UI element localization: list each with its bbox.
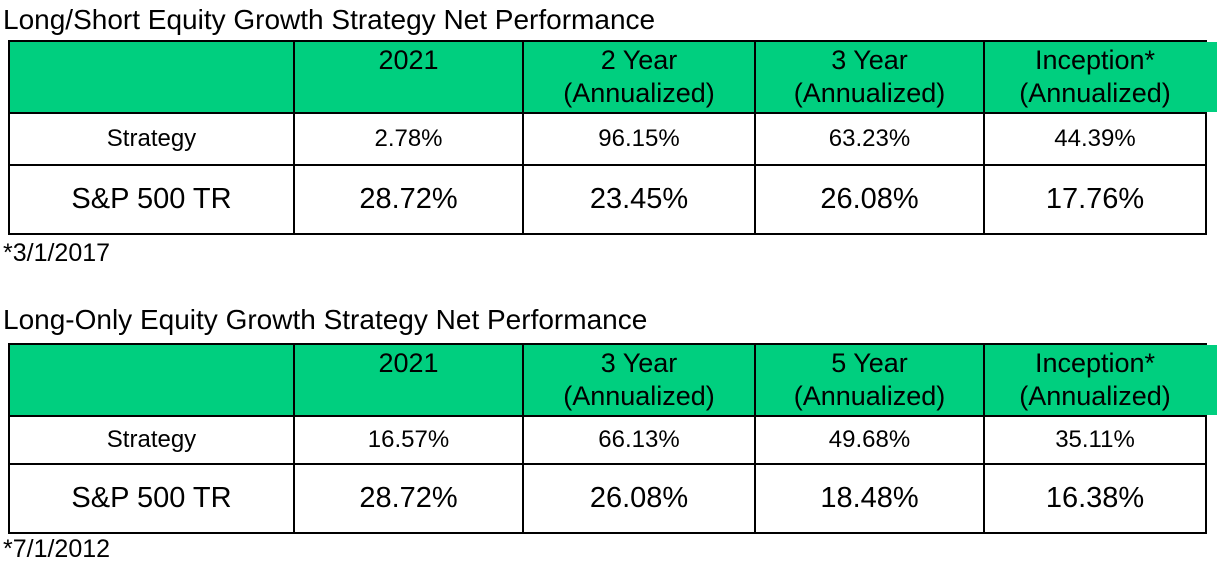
- header-cell-5year: 5 Year (Annualized): [754, 343, 985, 417]
- header-cell-2021: 2021: [293, 343, 524, 417]
- value-cell: 28.72%: [293, 164, 524, 235]
- row-label: Strategy: [8, 415, 295, 465]
- value-cell: 49.68%: [754, 415, 985, 465]
- header-green-bleed: [1205, 345, 1217, 415]
- long-only-performance-table: 2021 3 Year (Annualized) 5 Year (Annualize…: [8, 343, 1207, 534]
- value-cell: 16.57%: [293, 415, 524, 465]
- value-cell: 16.38%: [983, 463, 1207, 534]
- table-row-sp500: S&P 500 TR 28.72% 23.45% 26.08% 17.76%: [8, 164, 1207, 235]
- value-cell: 17.76%: [983, 164, 1207, 235]
- value-cell: 18.48%: [754, 463, 985, 534]
- header-cell-3year: 3 Year (Annualized): [522, 343, 756, 417]
- row-label: S&P 500 TR: [8, 164, 295, 235]
- value-cell: 35.11%: [983, 415, 1207, 465]
- header-cell-2021: 2021: [293, 40, 524, 114]
- table-row-strategy: Strategy 16.57% 66.13% 49.68% 35.11%: [8, 415, 1207, 465]
- value-cell: 96.15%: [522, 112, 756, 166]
- header-cell-blank: [8, 40, 295, 114]
- long-only-inception-footnote: *7/1/2012: [3, 535, 111, 563]
- header-green-bleed: [1205, 42, 1217, 112]
- value-cell: 44.39%: [983, 112, 1207, 166]
- header-row: 2021 3 Year (Annualized) 5 Year (Annualize…: [8, 343, 1207, 417]
- value-cell: 26.08%: [522, 463, 756, 534]
- header-cell-inception: Inception* (Annualized): [983, 343, 1207, 417]
- header-cell-blank: [8, 343, 295, 417]
- long-short-performance-table: 2021 2 Year (Annualized) 3 Year (Annualize…: [8, 40, 1207, 235]
- value-cell: 28.72%: [293, 463, 524, 534]
- header-row: 2021 2 Year (Annualized) 3 Year (Annualize…: [8, 40, 1207, 114]
- long-short-table-title: Long/Short Equity Growth Strategy Net Pe…: [3, 4, 656, 35]
- table-row-strategy: Strategy 2.78% 96.15% 63.23% 44.39%: [8, 112, 1207, 166]
- long-short-inception-footnote: *3/1/2017: [3, 239, 111, 267]
- value-cell: 63.23%: [754, 112, 985, 166]
- header-cell-3year: 3 Year (Annualized): [754, 40, 985, 114]
- value-cell: 26.08%: [754, 164, 985, 235]
- value-cell: 66.13%: [522, 415, 756, 465]
- row-label: S&P 500 TR: [8, 463, 295, 534]
- long-only-table-title: Long-Only Equity Growth Strategy Net Per…: [3, 304, 648, 335]
- value-cell: 23.45%: [522, 164, 756, 235]
- value-cell: 2.78%: [293, 112, 524, 166]
- row-label: Strategy: [8, 112, 295, 166]
- table-row-sp500: S&P 500 TR 28.72% 26.08% 18.48% 16.38%: [8, 463, 1207, 534]
- header-cell-2year: 2 Year (Annualized): [522, 40, 756, 114]
- header-cell-inception: Inception* (Annualized): [983, 40, 1207, 114]
